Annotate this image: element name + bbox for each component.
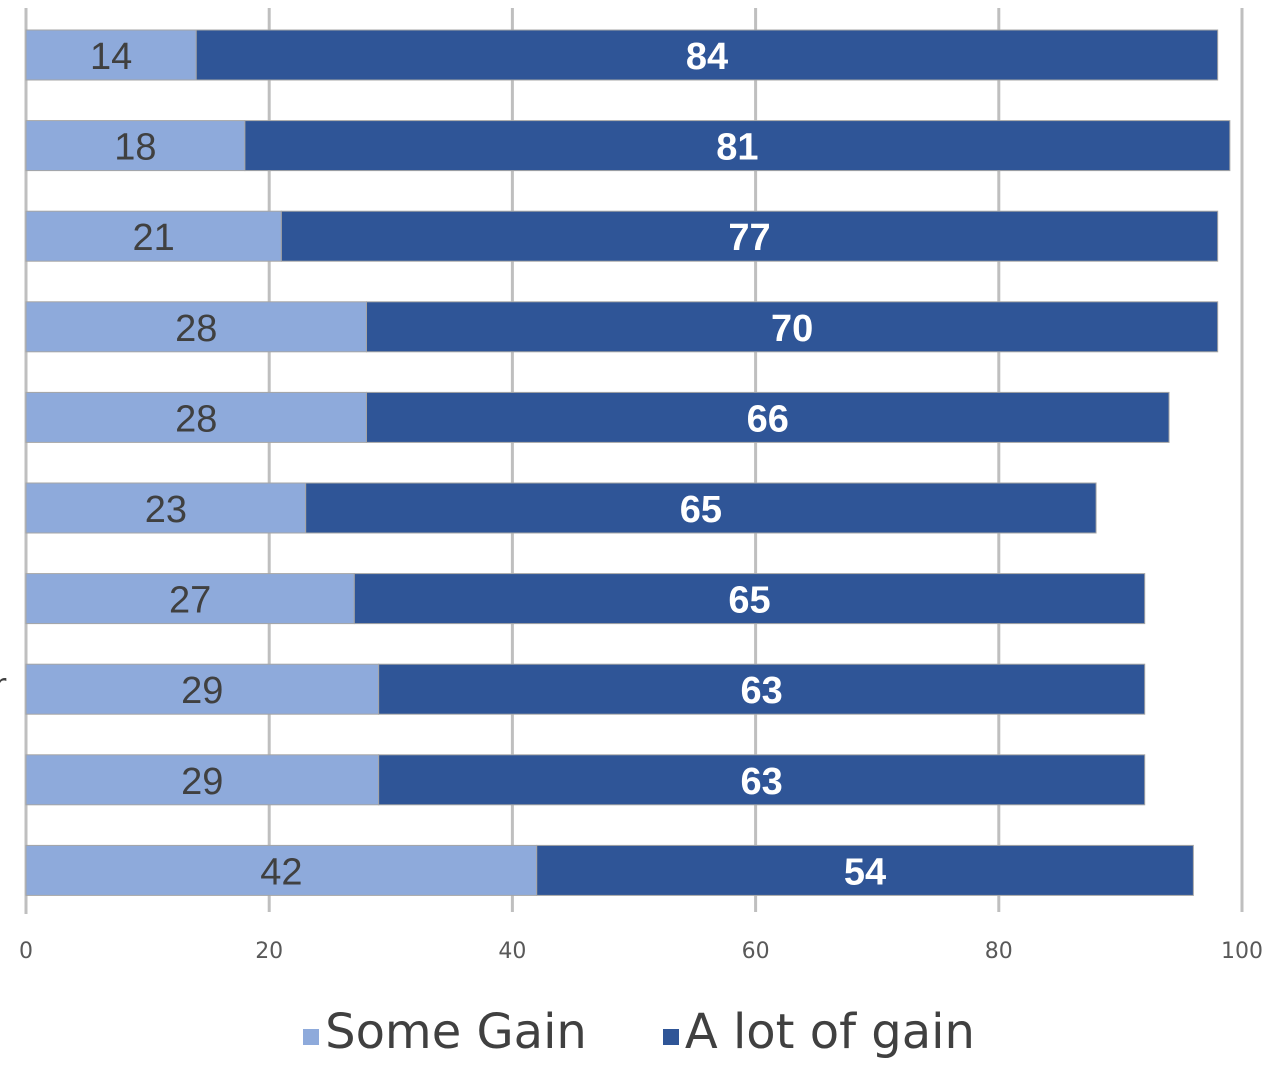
bar-a-lot-of-gain-7 (378, 663, 1146, 715)
data-label-some-gain-4: 28 (175, 398, 217, 440)
data-label-some-gain-8: 29 (181, 761, 223, 803)
bar-some-gain-4 (25, 391, 367, 443)
bar-a-lot-of-gain-2 (280, 210, 1219, 262)
bar-some-gain-0 (25, 29, 197, 81)
bar-a-lot-of-gain-1 (244, 120, 1231, 172)
bar-some-gain-9 (25, 844, 538, 896)
data-label-a-lot-of-gain-5: 65 (680, 489, 722, 531)
legend-swatch-a-lot-of-gain (662, 1029, 679, 1045)
data-label-some-gain-3: 28 (175, 308, 217, 350)
bar-a-lot-of-gain-5 (305, 482, 1097, 534)
x-tick-label-60: 60 (742, 939, 770, 964)
data-label-a-lot-of-gain-1: 81 (716, 127, 758, 169)
truncated-category-label: r (0, 668, 7, 703)
legend-item-a-lot-of-gain: A lot of gain (662, 1004, 975, 1060)
bar-a-lot-of-gain-6 (353, 573, 1146, 625)
data-label-some-gain-2: 21 (133, 217, 175, 259)
data-label-some-gain-6: 27 (169, 580, 211, 622)
chart-legend: Some Gain A lot of gain (0, 1008, 1278, 1056)
bar-some-gain-2 (25, 210, 282, 262)
data-label-a-lot-of-gain-0: 84 (686, 36, 728, 78)
x-tick-label-80: 80 (985, 939, 1013, 964)
data-label-a-lot-of-gain-3: 70 (771, 308, 813, 350)
legend-swatch-some-gain (303, 1029, 320, 1045)
bar-a-lot-of-gain-3 (365, 301, 1219, 353)
data-label-a-lot-of-gain-6: 65 (728, 580, 770, 622)
data-label-some-gain-5: 23 (145, 489, 187, 531)
bar-a-lot-of-gain-8 (378, 754, 1146, 806)
data-label-some-gain-0: 14 (90, 36, 132, 78)
data-label-some-gain-7: 29 (181, 670, 223, 712)
x-tick-label-100: 100 (1221, 939, 1263, 964)
data-label-some-gain-1: 18 (114, 127, 156, 169)
legend-item-some-gain: Some Gain (303, 1008, 587, 1056)
data-label-a-lot-of-gain-7: 63 (741, 670, 783, 712)
data-label-some-gain-9: 42 (260, 851, 302, 893)
bar-some-gain-7 (25, 663, 380, 715)
x-tick-label-20: 20 (255, 939, 283, 964)
bar-a-lot-of-gain-4 (365, 391, 1170, 443)
data-label-a-lot-of-gain-2: 77 (728, 217, 770, 259)
bar-a-lot-of-gain-0 (195, 29, 1219, 81)
bar-some-gain-1 (25, 120, 246, 172)
bar-some-gain-5 (25, 482, 307, 534)
bar-some-gain-6 (25, 573, 355, 625)
data-label-a-lot-of-gain-8: 63 (741, 761, 783, 803)
bar-a-lot-of-gain-9 (536, 844, 1194, 896)
legend-label-some-gain: Some Gain (325, 1004, 587, 1060)
x-tick-label-0: 0 (19, 939, 33, 964)
legend-label-a-lot-of-gain: A lot of gain (684, 1004, 975, 1060)
data-label-a-lot-of-gain-9: 54 (844, 851, 886, 893)
bar-some-gain-8 (25, 754, 380, 806)
x-tick-label-40: 40 (498, 939, 526, 964)
data-label-a-lot-of-gain-4: 66 (747, 398, 789, 440)
